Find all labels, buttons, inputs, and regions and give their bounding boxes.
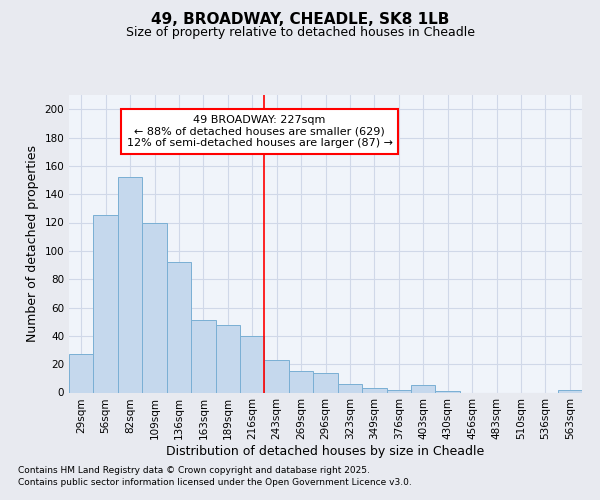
Bar: [362, 388, 386, 392]
Y-axis label: Number of detached properties: Number of detached properties: [26, 145, 39, 342]
Bar: [94, 216, 118, 392]
Text: Contains public sector information licensed under the Open Government Licence v3: Contains public sector information licen…: [18, 478, 412, 487]
Bar: [142, 222, 167, 392]
Text: Size of property relative to detached houses in Cheadle: Size of property relative to detached ho…: [125, 26, 475, 39]
Text: 49, BROADWAY, CHEADLE, SK8 1LB: 49, BROADWAY, CHEADLE, SK8 1LB: [151, 12, 449, 28]
Bar: [386, 390, 411, 392]
Bar: [289, 371, 313, 392]
Bar: [191, 320, 215, 392]
X-axis label: Distribution of detached houses by size in Cheadle: Distribution of detached houses by size …: [166, 445, 485, 458]
Bar: [411, 386, 436, 392]
Text: Contains HM Land Registry data © Crown copyright and database right 2025.: Contains HM Land Registry data © Crown c…: [18, 466, 370, 475]
Bar: [240, 336, 265, 392]
Bar: [313, 372, 338, 392]
Bar: [338, 384, 362, 392]
Bar: [69, 354, 94, 393]
Bar: [557, 390, 582, 392]
Bar: [436, 391, 460, 392]
Bar: [118, 177, 142, 392]
Bar: [215, 324, 240, 392]
Text: 49 BROADWAY: 227sqm
← 88% of detached houses are smaller (629)
12% of semi-detac: 49 BROADWAY: 227sqm ← 88% of detached ho…: [127, 115, 392, 148]
Bar: [167, 262, 191, 392]
Bar: [265, 360, 289, 392]
